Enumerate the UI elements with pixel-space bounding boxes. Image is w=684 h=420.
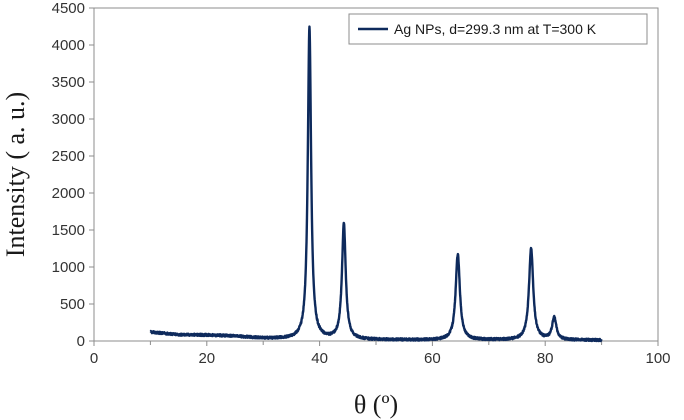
plot-frame [93,7,659,342]
y-tick-label: 500 [60,296,85,313]
x-tick-label: 40 [311,350,328,367]
y-tick-label: 2000 [52,185,85,202]
x-axis-title: θ (º) [354,390,398,419]
x-tick-label: 80 [537,350,554,367]
x-tick-label: 0 [90,350,98,367]
legend: Ag NPs, d=299.3 nm at T=300 K [348,13,648,45]
y-tick-label: 1000 [52,259,85,276]
series-layer [149,25,603,343]
y-tick-label: 4500 [52,0,85,17]
y-axis-title: Intensity ( a. u.) [1,92,30,257]
y-tick-label: 0 [77,333,85,350]
legend-box [348,13,648,45]
plot-area [93,7,659,342]
x-tick-label: 20 [198,350,215,367]
y-tick-label: 3000 [52,111,85,128]
x-axis: 0 20 40 60 80 100 [90,341,671,367]
y-axis: 0 500 1000 1500 2000 2500 3000 3500 4000 4500 [52,0,94,350]
y-tick-label: 4000 [52,37,85,54]
series-line [149,25,603,343]
x-tick-label: 60 [424,350,441,367]
y-tick-label: 2500 [52,148,85,165]
x-tick-label: 100 [645,350,670,367]
y-tick-label: 3500 [52,74,85,91]
legend-label: Ag NPs, d=299.3 nm at T=300 K [394,21,597,37]
y-tick-label: 1500 [52,222,85,239]
